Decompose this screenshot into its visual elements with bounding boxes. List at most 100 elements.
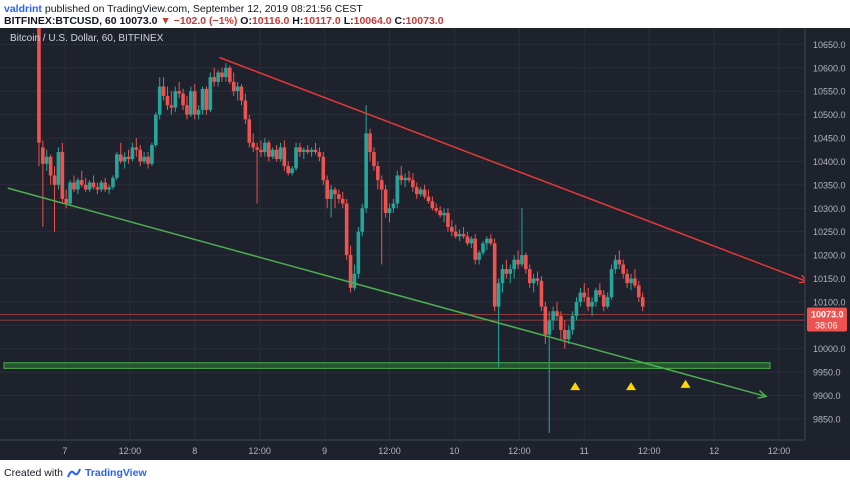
candle-body — [157, 86, 162, 115]
candle-body — [52, 175, 57, 185]
candle-body — [165, 95, 170, 106]
candle-body — [488, 238, 493, 244]
candle-body — [317, 152, 322, 157]
grid — [0, 28, 805, 440]
candle-body — [321, 156, 326, 181]
y-tick-label: 10200.0 — [813, 251, 846, 261]
candle-body — [150, 145, 154, 164]
y-tick-label: 10450.0 — [813, 134, 846, 144]
candle-body — [290, 168, 294, 174]
candle-body — [185, 105, 189, 115]
candle-body — [598, 290, 602, 295]
publish-info: valdrint published on TradingView.com, S… — [4, 3, 363, 15]
candle-body — [68, 182, 72, 204]
candle-body — [352, 273, 357, 288]
candle-body — [200, 88, 205, 110]
candle-body — [481, 243, 485, 253]
x-tick-label: 10 — [449, 446, 459, 456]
last-price-badge — [807, 307, 847, 332]
candle-body — [403, 177, 407, 181]
candle-body — [48, 156, 53, 176]
candle-body — [266, 142, 271, 157]
candle-body — [477, 252, 481, 260]
candle-body — [111, 177, 115, 188]
y-tick-label: 10550.0 — [813, 87, 846, 97]
open-label: O: — [240, 15, 252, 27]
candle-body — [551, 311, 555, 321]
x-tick-label: 12:00 — [638, 446, 661, 456]
candle-body — [231, 81, 236, 92]
candle-body — [360, 208, 365, 232]
candle-body — [372, 152, 376, 167]
candle-body — [434, 208, 439, 211]
support-zone — [0, 314, 805, 369]
candle-body — [212, 77, 217, 82]
candle-body — [508, 269, 513, 274]
last-price: 10073.0 — [119, 15, 158, 27]
x-tick-label: 12:00 — [378, 446, 401, 456]
support-trendline — [7, 187, 766, 396]
candle-body — [177, 91, 181, 94]
x-tick-label: 11 — [580, 446, 589, 456]
close-value: 10073.0 — [405, 15, 444, 27]
candle-body — [376, 166, 380, 181]
tradingview-logo-icon — [67, 468, 81, 478]
candle-body — [91, 182, 96, 188]
candle-body — [76, 180, 80, 190]
y-tick-label: 10000.0 — [813, 344, 846, 354]
candle-body — [574, 301, 579, 316]
candle-body — [196, 109, 201, 115]
candle-body — [535, 278, 540, 281]
chart-area[interactable]: Bitcoin / U.S. Dollar, 60, BITFINEX 9850… — [0, 28, 850, 460]
candle-body — [582, 292, 587, 298]
trendlines — [7, 56, 808, 396]
candle-body — [469, 238, 474, 244]
support-zone-rect — [3, 362, 771, 369]
candle-body — [64, 198, 69, 204]
candle-body — [562, 329, 567, 340]
close-label: C: — [394, 15, 406, 27]
price-axis-bg — [805, 28, 850, 460]
candle-body — [235, 86, 240, 92]
candle-body — [204, 88, 209, 110]
candle-body — [387, 208, 392, 213]
candle-body — [333, 189, 337, 195]
open-value: 10116.0 — [251, 15, 290, 27]
candle-body — [527, 269, 532, 284]
candle-body — [337, 194, 341, 199]
tradingview-link[interactable]: TradingView — [84, 467, 147, 479]
candle-body — [138, 149, 143, 162]
x-tick-label: 12:00 — [248, 446, 271, 456]
candle-body — [243, 100, 248, 120]
y-tick-label: 10150.0 — [813, 274, 846, 284]
candle-body — [442, 212, 446, 216]
x-tick-label: 12:00 — [508, 446, 531, 456]
candle-body — [278, 147, 283, 160]
marker-triangle — [626, 382, 637, 391]
author-link[interactable]: valdrint — [4, 3, 42, 15]
candle-body — [438, 210, 442, 216]
candle-body — [142, 156, 146, 162]
countdown-label: 38:06 — [815, 321, 838, 331]
candle-body — [524, 255, 528, 270]
candle-body — [547, 320, 552, 335]
y-tick-label: 10300.0 — [813, 204, 846, 214]
candles — [37, 28, 645, 433]
candle-body — [356, 231, 361, 274]
candle-body — [364, 133, 368, 209]
y-tick-label: 10350.0 — [813, 180, 846, 190]
candle-body — [411, 180, 415, 188]
candle-body — [134, 147, 139, 150]
candle-body — [590, 301, 594, 307]
candle-body — [640, 297, 645, 307]
published-text: published on TradingView.com, September … — [44, 3, 363, 15]
candle-body — [418, 189, 423, 195]
candle-body — [173, 91, 178, 108]
candle-body — [294, 147, 298, 169]
candle-body — [60, 152, 65, 199]
candle-body — [559, 315, 563, 330]
y-tick-label: 10650.0 — [813, 40, 846, 50]
candle-body — [255, 147, 259, 150]
price-chart[interactable]: 9850.09900.09950.010000.010050.010100.01… — [0, 28, 850, 460]
candle-body — [41, 147, 45, 164]
